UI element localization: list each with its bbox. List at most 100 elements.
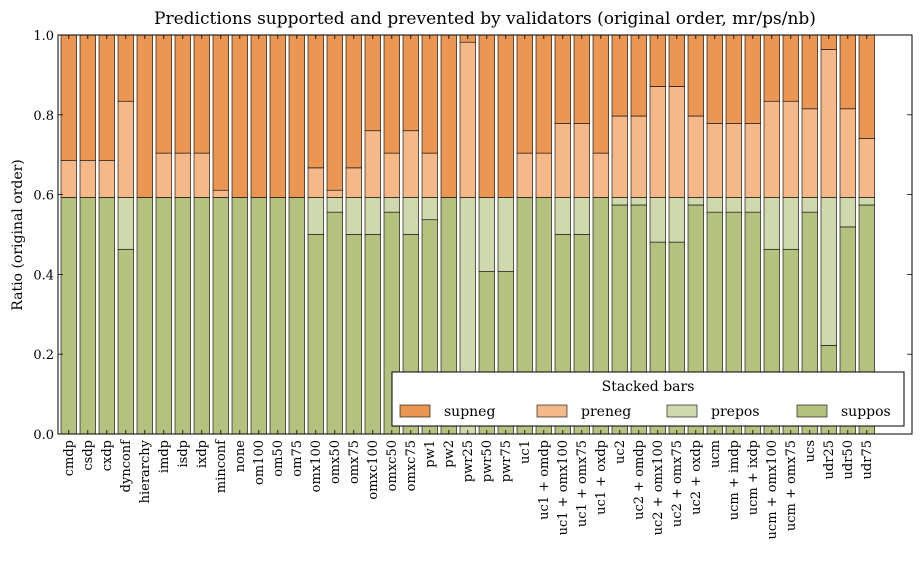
bar-prepos-19 [421,197,438,221]
bar-prepos-31 [649,197,666,243]
bar-preneg-39 [801,108,818,198]
bar-supneg-2 [98,34,115,161]
bar-preneg-41 [839,108,856,198]
bar-prepos-26 [554,197,571,235]
x-tick-label-0: cmdp [62,440,77,476]
bar-prepos-22 [478,197,495,272]
bar-supneg-4 [136,34,153,198]
x-tick-label-38: ucm + omx75 [784,440,799,531]
x-tick-label-39: ucs [803,440,818,462]
bar-supneg-11 [269,34,286,198]
bar-preneg-35 [725,123,742,198]
bar-prepos-15 [345,197,362,235]
bar-suppos-10 [250,197,267,435]
bar-preneg-15 [345,167,362,198]
x-tick-label-32: uc2 + omx75 [670,440,685,527]
y-tick-label-0: 0.0 [33,428,54,443]
x-tick-label-34: ucm [708,440,723,468]
bar-supneg-31 [649,34,666,87]
bar-supneg-41 [839,34,856,110]
bar-preneg-37 [763,100,780,198]
bar-suppos-3 [117,248,134,435]
x-tick-label-26: uc1 + omx100 [556,440,571,535]
legend: Stacked bars supneg preneg prepos suppos [391,371,905,427]
bar-preneg-3 [117,100,134,198]
bar-prepos-35 [725,197,742,213]
bar-preneg-42 [858,138,875,198]
bar-supneg-42 [858,34,875,139]
x-tick-label-18: omxc75 [404,440,419,491]
bar-prepos-34 [706,197,723,213]
x-tick-label-40: udr25 [822,440,837,479]
bar-preneg-7 [193,152,210,198]
bar-preneg-1 [79,159,96,198]
x-tick-label-10: om100 [252,440,267,485]
bar-preneg-8 [212,189,229,198]
bar-suppos-5 [155,197,172,435]
bar-supneg-16 [364,34,381,132]
x-tick-label-35: ucm + imdp [727,440,742,520]
x-tick-label-7: ixdp [195,440,210,468]
legend-swatch-preneg [536,404,568,418]
bar-prepos-38 [782,197,799,250]
bar-prepos-27 [573,197,590,235]
bar-prepos-3 [117,197,134,250]
x-tick-label-41: udr50 [841,440,856,479]
y-tick-label-4: 0.8 [33,109,54,124]
y-tick-label-1: 0.2 [33,348,54,363]
bar-prepos-30 [630,197,647,206]
x-tick-label-4: hierarchy [138,439,153,503]
bar-prepos-36 [744,197,761,213]
bar-preneg-18 [402,130,419,198]
x-tick-label-9: none [233,440,248,473]
x-tick-label-13: omx100 [309,440,324,492]
x-tick-label-2: cxdp [100,440,115,471]
bar-supneg-18 [402,34,419,132]
x-tick-label-22: pwr50 [480,440,495,482]
bar-prepos-29 [611,197,628,206]
legend-label-suppos: suppos [841,404,891,420]
bar-preneg-32 [668,86,685,198]
bar-prepos-13 [307,197,324,235]
bar-prepos-40 [820,197,837,346]
bar-preneg-19 [421,152,438,198]
bar-preneg-27 [573,123,590,198]
x-tick-label-11: om50 [271,440,286,477]
bar-supneg-30 [630,34,647,117]
bar-suppos-4 [136,197,153,435]
x-tick-label-25: uc1 + omdp [537,440,552,520]
bar-preneg-17 [383,152,400,198]
bar-suppos-13 [307,234,324,435]
bar-supneg-35 [725,34,742,124]
chart-title: Predictions supported and prevented by v… [154,9,816,29]
bar-prepos-16 [364,197,381,235]
y-tick-label-5: 1.0 [33,29,54,44]
bar-preneg-6 [174,152,191,198]
x-tick-label-30: uc2 + omdp [632,440,647,520]
y-tick-label-2: 0.4 [33,268,54,283]
bar-supneg-33 [687,34,704,117]
bar-prepos-14 [326,197,343,213]
legend-swatch-suppos [796,404,828,418]
bar-preneg-28 [592,152,609,198]
bar-suppos-1 [79,197,96,435]
bar-prepos-33 [687,197,704,206]
bar-preneg-31 [649,86,666,198]
bar-preneg-0 [60,159,77,198]
x-tick-label-24: uc1 [518,440,533,464]
bar-supneg-25 [535,34,552,154]
bar-prepos-39 [801,197,818,213]
axes-group: cmdp csdp cxdp dynconf hierarchy imdp isdp ixdp… [33,29,913,539]
bar-preneg-26 [554,123,571,198]
bar-preneg-38 [782,100,799,198]
bar-supneg-7 [193,34,210,154]
x-tick-label-3: dynconf [119,439,134,493]
bar-supneg-8 [212,34,229,191]
bar-suppos-7 [193,197,210,435]
bar-supneg-28 [592,34,609,154]
x-tick-label-37: ucm + omx100 [765,440,780,539]
bar-preneg-34 [706,123,723,198]
bar-preneg-36 [744,123,761,198]
bar-preneg-13 [307,167,324,198]
